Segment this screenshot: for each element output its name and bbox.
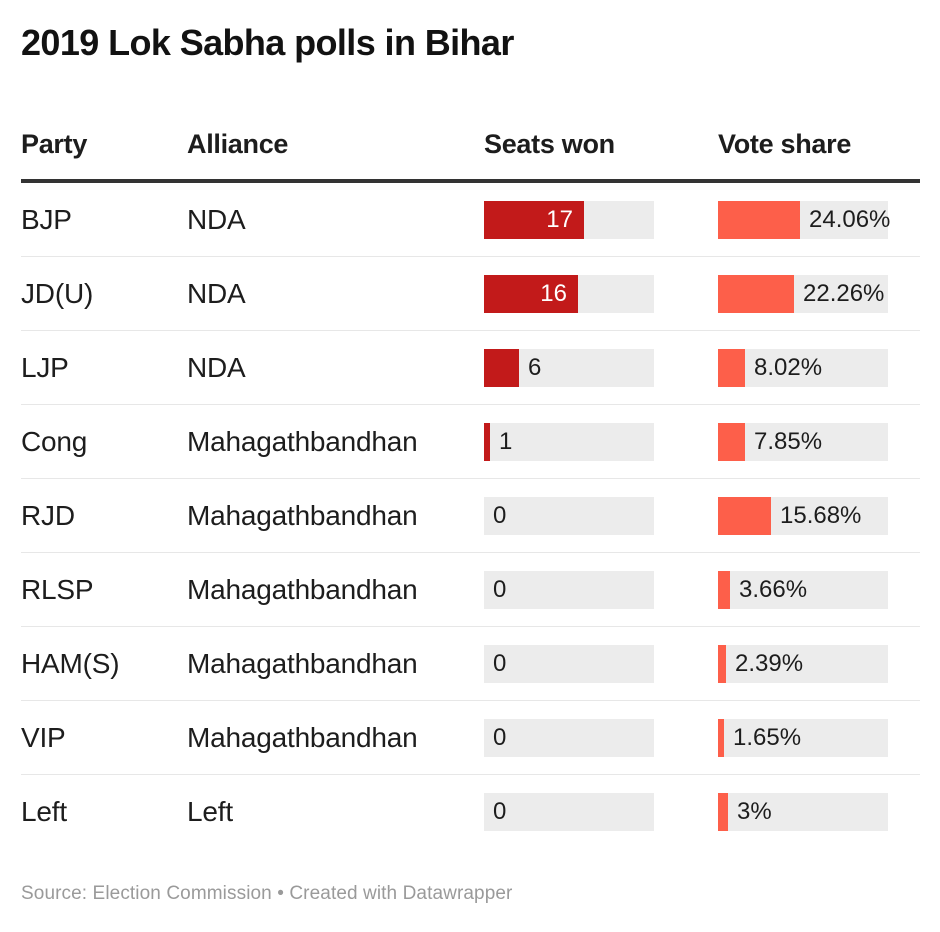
vote-share-bar <box>718 793 728 832</box>
table-row: LJP NDA 6 8.02% <box>21 331 920 406</box>
vote-share-bar <box>718 570 730 609</box>
alliance-cell: NDA <box>187 351 246 383</box>
party-cell: JD(U) <box>21 277 94 309</box>
vote-share-bar-track: 7.85% <box>718 422 888 461</box>
column-header-seats: Seats won <box>484 129 615 160</box>
seats-value-label: 0 <box>493 798 507 826</box>
vote-share-value-label: 3.66% <box>739 575 808 603</box>
source-attribution: Source: Election Commission • Created wi… <box>21 883 513 905</box>
alliance-cell: Mahagathbandhan <box>187 573 418 605</box>
alliance-cell: Left <box>187 796 233 828</box>
vote-share-bar <box>718 718 724 757</box>
table-row: Left Left 0 3% <box>21 775 920 849</box>
table-row: JD(U) NDA 16 22.26% <box>21 257 920 332</box>
table-row: Cong Mahagathbandhan 1 7.85% <box>21 405 920 480</box>
seats-value-label: 16 <box>540 279 567 307</box>
seats-bar <box>484 348 519 387</box>
seats-bar-track: 1 <box>484 422 654 461</box>
table-row: RLSP Mahagathbandhan 0 3.66% <box>21 553 920 628</box>
table-row: BJP NDA 17 24.06% <box>21 183 920 258</box>
seats-bar <box>484 274 578 313</box>
seats-value-label: 17 <box>546 205 573 233</box>
table-row: VIP Mahagathbandhan 0 1.65% <box>21 701 920 776</box>
vote-share-bar-track: 3.66% <box>718 570 888 609</box>
alliance-cell: Mahagathbandhan <box>187 721 418 753</box>
vote-share-bar-track: 2.39% <box>718 644 888 683</box>
table-header-row: Party Alliance Seats won Vote share <box>21 129 920 184</box>
seats-bar <box>484 200 584 239</box>
column-header-vote: Vote share <box>718 129 852 160</box>
vote-share-value-label: 2.39% <box>735 649 804 677</box>
vote-share-value-label: 24.06% <box>809 205 891 233</box>
vote-share-bar-track: 3% <box>718 793 888 832</box>
column-header-party: Party <box>21 129 88 160</box>
vote-share-value-label: 15.68% <box>780 501 862 529</box>
seats-bar-track: 0 <box>484 793 654 832</box>
party-cell: RJD <box>21 499 75 531</box>
vote-share-bar-track: 22.26% <box>718 274 888 313</box>
vote-share-value-label: 3% <box>737 798 772 826</box>
column-header-alliance: Alliance <box>187 129 289 160</box>
table-body: BJP NDA 17 24.06% JD(U) NDA 16 22.26% LJP NDA 6 8.0… <box>21 183 920 849</box>
vote-share-bar <box>718 200 800 239</box>
vote-share-bar <box>718 644 726 683</box>
vote-share-bar <box>718 496 771 535</box>
vote-share-bar <box>718 274 794 313</box>
seats-value-label: 0 <box>493 723 507 751</box>
seats-bar-track: 17 <box>484 200 654 239</box>
seats-value-label: 6 <box>528 353 542 381</box>
seats-bar-track: 0 <box>484 718 654 757</box>
page-title: 2019 Lok Sabha polls in Bihar <box>21 22 514 63</box>
table-row: RJD Mahagathbandhan 0 15.68% <box>21 479 920 554</box>
vote-share-bar-track: 8.02% <box>718 348 888 387</box>
vote-share-bar <box>718 348 745 387</box>
party-cell: RLSP <box>21 573 94 605</box>
alliance-cell: Mahagathbandhan <box>187 647 418 679</box>
seats-bar-track: 0 <box>484 570 654 609</box>
vote-share-value-label: 7.85% <box>754 427 823 455</box>
alliance-cell: Mahagathbandhan <box>187 499 418 531</box>
vote-share-bar-track: 24.06% <box>718 200 891 239</box>
seats-value-label: 0 <box>493 575 507 603</box>
vote-share-bar-track: 15.68% <box>718 496 888 535</box>
vote-share-value-label: 22.26% <box>803 279 885 307</box>
party-cell: Left <box>21 796 67 828</box>
table-row: HAM(S) Mahagathbandhan 0 2.39% <box>21 627 920 702</box>
chart-container: 2019 Lok Sabha polls in Bihar Party Alli… <box>21 22 920 905</box>
party-cell: HAM(S) <box>21 647 120 679</box>
party-cell: LJP <box>21 351 69 383</box>
seats-bar-track: 0 <box>484 644 654 683</box>
alliance-cell: Mahagathbandhan <box>187 425 418 457</box>
seats-value-label: 0 <box>493 501 507 529</box>
seats-value-label: 0 <box>493 649 507 677</box>
party-cell: Cong <box>21 425 88 457</box>
alliance-cell: NDA <box>187 203 246 235</box>
party-cell: VIP <box>21 721 66 753</box>
seats-bar <box>484 422 490 461</box>
seats-bar-track: 6 <box>484 348 654 387</box>
vote-share-bar-track: 1.65% <box>718 718 888 757</box>
seats-bar-track: 0 <box>484 496 654 535</box>
seats-bar-track: 16 <box>484 274 654 313</box>
alliance-cell: NDA <box>187 277 246 309</box>
vote-share-bar <box>718 422 745 461</box>
seats-value-label: 1 <box>499 427 513 455</box>
vote-share-value-label: 8.02% <box>754 353 823 381</box>
party-cell: BJP <box>21 203 72 235</box>
vote-share-value-label: 1.65% <box>733 723 802 751</box>
